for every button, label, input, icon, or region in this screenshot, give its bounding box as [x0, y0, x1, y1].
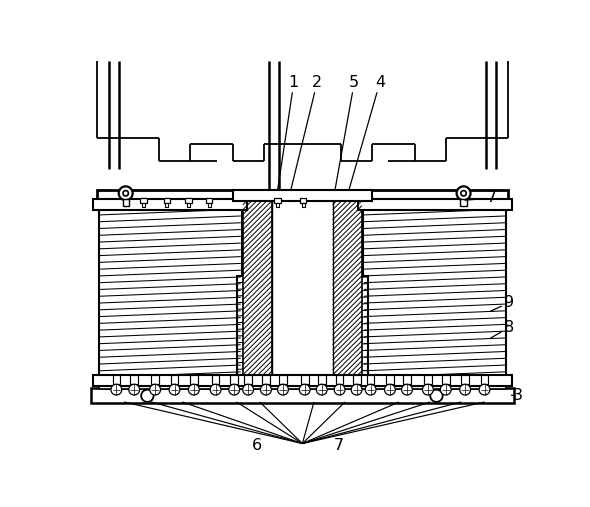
- Bar: [165, 203, 168, 207]
- Bar: [424, 375, 432, 384]
- Bar: [272, 201, 333, 375]
- Bar: [190, 375, 198, 384]
- Bar: [232, 375, 372, 386]
- Bar: [242, 201, 272, 375]
- Circle shape: [277, 384, 289, 395]
- Bar: [208, 203, 211, 207]
- Bar: [442, 375, 450, 384]
- Bar: [171, 375, 178, 384]
- Text: 8: 8: [491, 320, 514, 338]
- Bar: [367, 375, 375, 384]
- Circle shape: [385, 384, 395, 395]
- Bar: [358, 199, 512, 210]
- Text: 6: 6: [253, 439, 263, 453]
- Bar: [279, 375, 287, 384]
- Bar: [93, 375, 247, 386]
- Circle shape: [460, 384, 471, 395]
- Circle shape: [129, 384, 140, 395]
- Circle shape: [422, 384, 433, 395]
- Text: 4: 4: [349, 75, 385, 190]
- Bar: [97, 190, 508, 200]
- Circle shape: [334, 384, 345, 395]
- Circle shape: [457, 187, 471, 200]
- Bar: [301, 203, 304, 207]
- Circle shape: [111, 384, 122, 395]
- Bar: [274, 198, 281, 203]
- Bar: [318, 375, 326, 384]
- Circle shape: [440, 384, 451, 395]
- Bar: [113, 375, 120, 384]
- Circle shape: [119, 187, 133, 200]
- Bar: [185, 198, 192, 203]
- Circle shape: [299, 384, 310, 395]
- Bar: [481, 375, 489, 384]
- Bar: [142, 203, 145, 207]
- Bar: [237, 276, 368, 377]
- Circle shape: [169, 384, 180, 395]
- Bar: [353, 375, 360, 384]
- Bar: [99, 209, 242, 378]
- Text: 7: 7: [465, 191, 497, 205]
- Bar: [123, 199, 129, 206]
- Circle shape: [402, 384, 412, 395]
- Bar: [460, 199, 467, 206]
- Text: 2: 2: [291, 75, 322, 190]
- Bar: [363, 209, 506, 378]
- Circle shape: [188, 384, 199, 395]
- Circle shape: [229, 384, 240, 395]
- Text: 7: 7: [334, 439, 344, 453]
- Circle shape: [479, 384, 490, 395]
- Circle shape: [150, 384, 160, 395]
- Bar: [232, 190, 372, 201]
- Circle shape: [461, 191, 466, 196]
- Circle shape: [210, 384, 221, 395]
- Circle shape: [261, 384, 271, 395]
- Bar: [130, 375, 138, 384]
- Bar: [403, 375, 411, 384]
- Bar: [262, 375, 270, 384]
- Bar: [206, 198, 212, 203]
- Bar: [163, 198, 170, 203]
- Bar: [461, 375, 469, 384]
- Bar: [93, 199, 247, 210]
- Bar: [276, 203, 279, 207]
- Circle shape: [430, 390, 442, 402]
- Bar: [230, 375, 238, 384]
- Bar: [300, 198, 306, 203]
- Bar: [386, 375, 394, 384]
- Bar: [151, 375, 159, 384]
- Bar: [336, 375, 343, 384]
- Circle shape: [141, 390, 153, 402]
- Circle shape: [351, 384, 362, 395]
- Circle shape: [123, 191, 129, 196]
- Bar: [358, 375, 512, 386]
- Text: 5: 5: [335, 75, 359, 190]
- Bar: [301, 375, 309, 384]
- Bar: [333, 201, 362, 375]
- Bar: [212, 375, 219, 384]
- Bar: [91, 388, 514, 404]
- Circle shape: [316, 384, 327, 395]
- Bar: [140, 198, 146, 203]
- Bar: [99, 384, 506, 389]
- Circle shape: [365, 384, 376, 395]
- Bar: [187, 203, 190, 207]
- Text: 9: 9: [491, 295, 514, 311]
- Text: 1: 1: [277, 75, 299, 190]
- Text: 3: 3: [513, 387, 523, 403]
- Bar: [244, 375, 252, 384]
- Circle shape: [242, 384, 254, 395]
